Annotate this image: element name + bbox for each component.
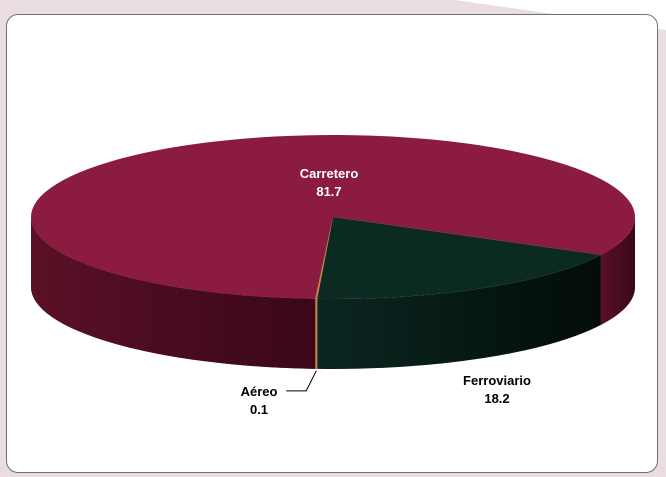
pie-slice-carretero	[30, 135, 635, 299]
pie-sides	[31, 217, 635, 369]
slice-label-value: 18.2	[484, 391, 510, 406]
pie-slice-ferroviario	[317, 217, 601, 299]
slice-label-ferroviario: Ferroviario 18.2	[463, 372, 531, 408]
pie-side-ferroviario	[317, 254, 601, 369]
pie-slice-aereo	[315, 217, 333, 299]
slice-label-value: 81.7	[316, 184, 342, 199]
slice-label-name: Aéreo	[240, 384, 278, 399]
slice-label-name: Ferroviario	[463, 373, 531, 388]
pie-side-carretero-right	[31, 217, 316, 369]
pie-side-carretero-right	[600, 217, 635, 325]
pie-chart	[30, 135, 635, 392]
slice-label-name: Carretero	[299, 166, 359, 181]
slice-label-carretero: Carretero 81.7	[300, 165, 359, 201]
chart-panel: Carretero 81.7 Ferroviario 18.2 Aéreo 0.…	[6, 14, 658, 473]
leader-line-aereo	[286, 370, 317, 392]
pie-side-aereo	[315, 298, 318, 369]
slice-label-aereo: Aéreo 0.1	[241, 383, 278, 419]
slice-label-value: 0.1	[249, 402, 269, 417]
pie-tops	[30, 135, 635, 299]
pie-leader-lines	[286, 370, 317, 392]
